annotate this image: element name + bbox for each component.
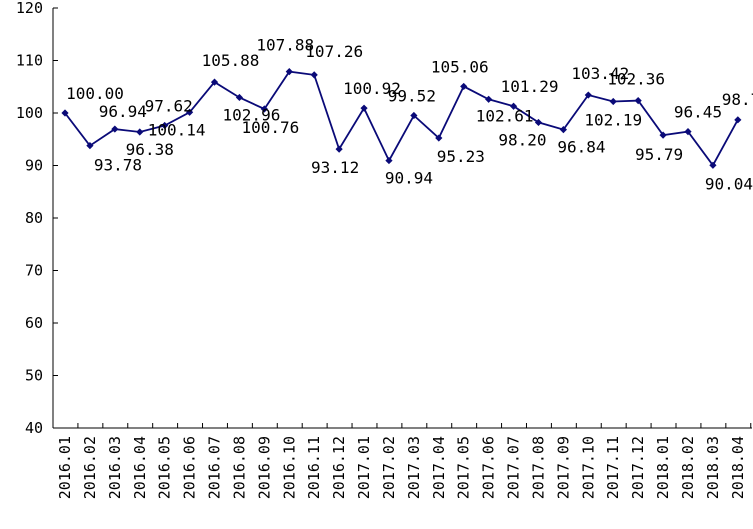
series-line	[64, 70, 739, 167]
x-tick-label: 2016.03	[106, 436, 124, 499]
data-label: 97.62	[145, 96, 193, 115]
x-tick-label: 2016.07	[206, 436, 224, 499]
y-axis-ticks: 40 50 60 70 80 90 100 110 120	[16, 0, 58, 437]
data-point	[136, 128, 144, 136]
data-label: 102.61	[476, 106, 534, 125]
x-tick-label: 2017.01	[355, 436, 373, 499]
data-point	[460, 82, 468, 91]
data-point	[534, 118, 543, 127]
x-tick-label: 2017.07	[505, 436, 523, 499]
data-label: 90.04	[705, 174, 753, 193]
data-label: 102.36	[607, 70, 665, 89]
data-label: 107.26	[305, 42, 363, 61]
data-point	[86, 142, 94, 150]
x-tick-label: 2017.08	[529, 436, 547, 499]
y-tick-label: 110	[16, 52, 43, 70]
data-point	[360, 104, 368, 112]
data-point	[734, 116, 742, 124]
data-point	[260, 105, 268, 113]
data-point	[485, 95, 493, 103]
x-tick-label: 2017.10	[579, 436, 597, 499]
data-point	[310, 71, 318, 79]
data-point	[385, 156, 393, 165]
x-tick-label: 2016.02	[81, 436, 99, 499]
data-label: 96.45	[674, 103, 722, 122]
data-label: 102.19	[584, 111, 642, 130]
data-point	[634, 97, 642, 105]
data-label: 96.84	[557, 138, 605, 157]
data-point	[509, 102, 518, 110]
data-label: 96.38	[126, 140, 174, 159]
data-label: 100.14	[148, 120, 206, 139]
data-point	[186, 108, 194, 116]
x-tick-label: 2016.05	[156, 436, 174, 499]
y-tick-label: 80	[25, 209, 43, 227]
x-tick-label: 2018.02	[679, 436, 697, 499]
x-tick-label: 2018.03	[704, 436, 722, 499]
data-point	[161, 121, 169, 130]
data-label: 105.88	[202, 51, 260, 70]
x-tick-label: 2017.02	[380, 436, 398, 499]
data-label: 105.06	[431, 57, 489, 76]
data-label: 93.12	[311, 158, 359, 177]
data-point	[410, 111, 418, 120]
y-tick-label: 90	[25, 157, 43, 175]
data-point	[111, 125, 119, 133]
x-tick-label: 2018.04	[729, 436, 747, 499]
data-label: 96.94	[99, 102, 147, 121]
x-tick-label: 2017.09	[554, 436, 572, 499]
y-tick-label: 70	[25, 262, 43, 280]
data-label: 95.79	[635, 145, 683, 164]
y-tick-label: 60	[25, 314, 43, 332]
data-labels: 100.0093.7896.9496.3897.62100.14105.8810…	[66, 36, 753, 194]
data-point	[659, 131, 667, 139]
data-point	[584, 91, 592, 99]
data-point	[709, 161, 717, 169]
series-markers	[61, 68, 742, 169]
data-label: 100.92	[343, 79, 401, 98]
data-point	[235, 93, 244, 102]
x-tick-label: 2016.01	[56, 436, 74, 499]
y-tick-label: 100	[16, 104, 43, 122]
x-tick-label: 2017.04	[430, 436, 448, 499]
data-label: 107.88	[256, 36, 314, 55]
y-tick-label: 50	[25, 367, 43, 385]
data-label: 100.00	[66, 84, 124, 103]
data-label: 98.70	[722, 90, 753, 109]
data-label: 93.78	[94, 156, 142, 175]
data-point	[61, 109, 69, 117]
x-tick-label: 2016.10	[280, 436, 298, 499]
x-tick-label: 2016.09	[255, 436, 273, 499]
x-tick-label: 2016.11	[305, 436, 323, 499]
data-label: 102.96	[223, 105, 281, 124]
data-point	[210, 78, 219, 86]
data-label: 95.23	[437, 147, 485, 166]
data-label: 101.29	[501, 77, 559, 96]
x-tick-label: 2017.03	[405, 436, 423, 499]
y-tick-label: 120	[16, 0, 43, 17]
data-point	[435, 134, 443, 142]
x-tick-label: 2016.08	[230, 436, 248, 499]
data-point	[559, 125, 567, 134]
x-axis-ticks: 2016.01 2016.02 2016.03 2016.04 2016.05 2016.…	[52, 423, 752, 499]
data-label: 99.52	[388, 87, 436, 106]
data-label: 98.20	[498, 130, 546, 149]
x-tick-label: 2016.06	[181, 436, 199, 499]
data-point	[684, 128, 692, 136]
x-tick-label: 2017.12	[629, 436, 647, 499]
x-tick-label: 2017.11	[604, 436, 622, 499]
data-point	[285, 68, 293, 76]
x-tick-label: 2016.12	[330, 436, 348, 499]
data-point	[609, 97, 617, 106]
data-point	[335, 145, 343, 153]
y-tick-label: 40	[25, 419, 43, 437]
data-label: 103.42	[571, 64, 629, 83]
data-label: 100.76	[241, 118, 299, 137]
x-tick-label: 2018.01	[654, 436, 672, 499]
x-tick-label: 2016.04	[131, 436, 149, 499]
x-tick-label: 2017.06	[480, 436, 498, 499]
x-tick-label: 2017.05	[455, 436, 473, 499]
data-label: 90.94	[385, 169, 433, 188]
